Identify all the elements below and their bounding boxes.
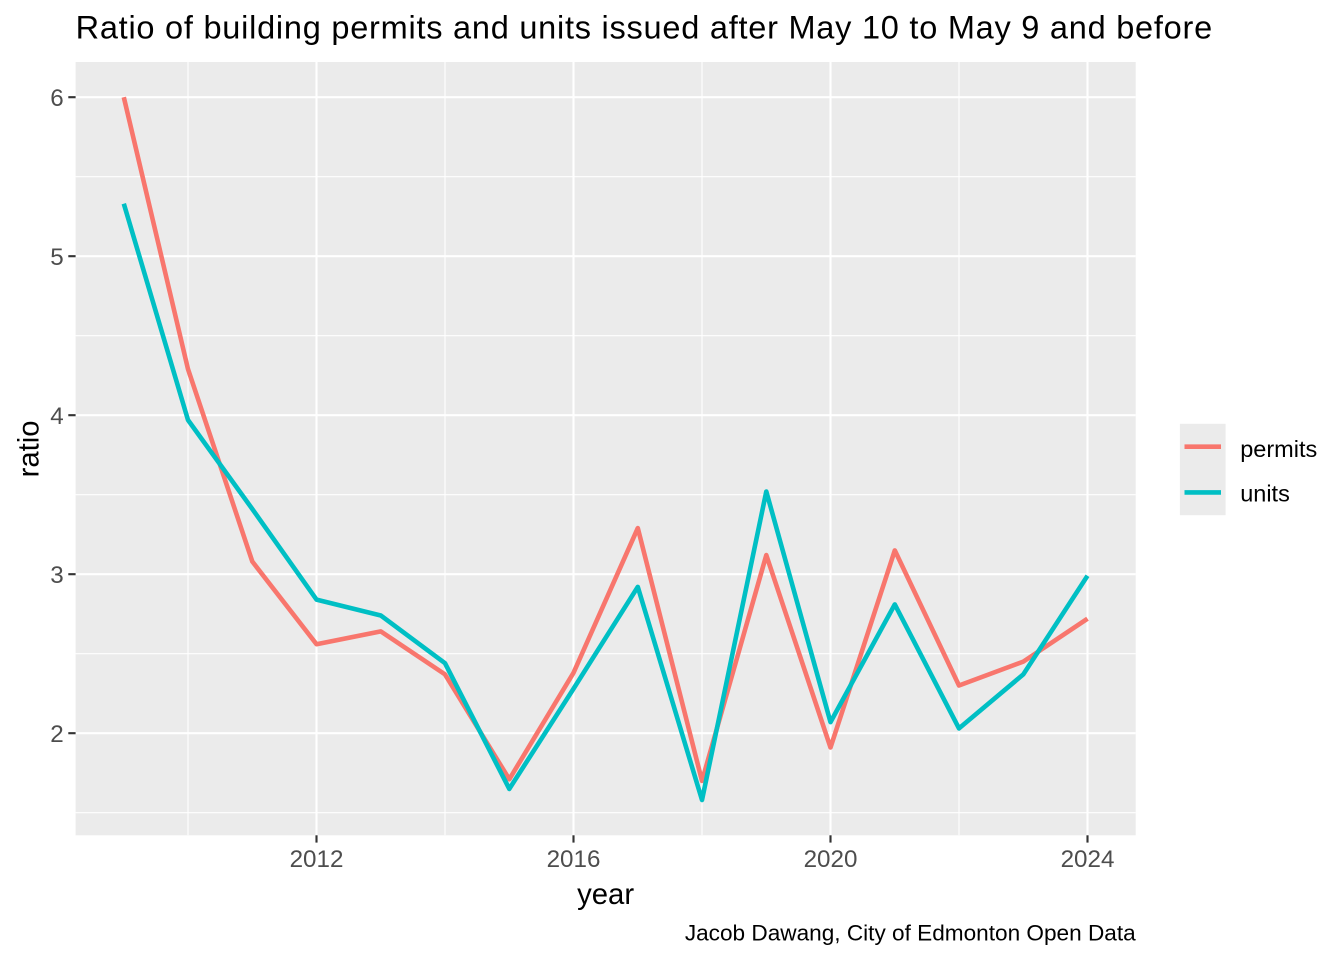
svg-text:year: year <box>577 878 634 911</box>
svg-text:Jacob Dawang, City of Edmonton: Jacob Dawang, City of Edmonton Open Data <box>685 921 1136 946</box>
svg-text:2024: 2024 <box>1061 846 1115 873</box>
svg-text:permits: permits <box>1240 436 1317 462</box>
svg-text:2020: 2020 <box>804 846 858 873</box>
svg-text:6: 6 <box>50 85 63 112</box>
svg-text:5: 5 <box>50 244 63 271</box>
svg-text:4: 4 <box>50 403 63 430</box>
svg-text:2016: 2016 <box>547 846 601 873</box>
svg-text:2: 2 <box>50 721 63 748</box>
svg-text:Ratio of building permits and: Ratio of building permits and units issu… <box>76 10 1213 46</box>
svg-text:3: 3 <box>50 562 63 589</box>
svg-text:units: units <box>1240 481 1290 507</box>
svg-text:2012: 2012 <box>290 846 344 873</box>
svg-text:ratio: ratio <box>12 420 45 477</box>
